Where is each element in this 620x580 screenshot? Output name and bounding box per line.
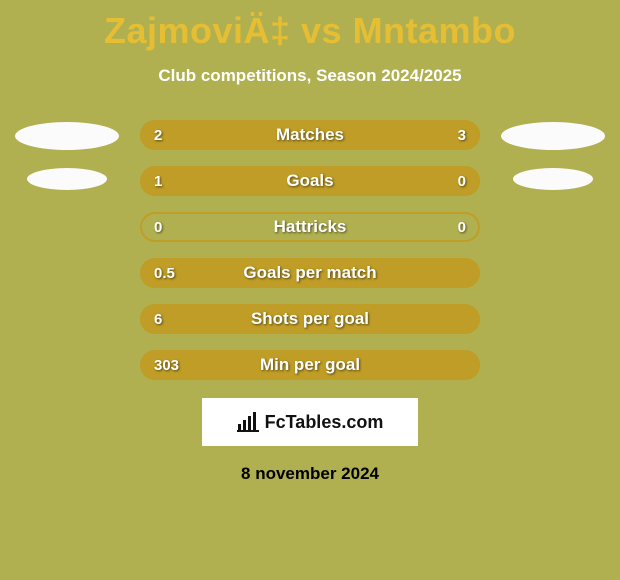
player-left-badge-1	[15, 122, 119, 150]
stat-row: Goals per match0.5	[140, 258, 480, 288]
bar-right-fill	[276, 120, 480, 150]
stat-row: Goals10	[140, 166, 480, 196]
right-side	[492, 120, 614, 190]
bar-left-fill	[140, 258, 480, 288]
title-vs: vs	[291, 10, 353, 51]
bar-border	[140, 212, 480, 242]
bar-left-fill	[140, 120, 276, 150]
player-right-badge-1	[501, 122, 605, 150]
title-right: Mntambo	[353, 10, 516, 51]
brand-text: FcTables.com	[265, 412, 384, 433]
title-left: ZajmoviÄ‡	[104, 10, 291, 51]
bar-right-fill	[405, 166, 480, 196]
bar-left-fill	[140, 350, 480, 380]
stats-bars: Matches23 Goals10 Hattricks0 0 Goals per mat…	[128, 120, 492, 380]
stat-row: Min per goal303	[140, 350, 480, 380]
bar-left-fill	[140, 304, 480, 334]
left-side	[6, 120, 128, 190]
stat-row: Hattricks0 0	[140, 212, 480, 242]
page-title: ZajmoviÄ‡ vs Mntambo	[104, 10, 516, 52]
chart-icon	[237, 412, 259, 432]
subtitle: Club competitions, Season 2024/2025	[158, 66, 461, 86]
stat-row: Shots per goal6	[140, 304, 480, 334]
bar-label: Hattricks	[140, 212, 480, 242]
player-right-badge-2	[513, 168, 593, 190]
main-row: Matches23 Goals10 Hattricks0 0 Goals per mat…	[0, 120, 620, 380]
stat-row: Matches23	[140, 120, 480, 150]
date-text: 8 november 2024	[241, 464, 379, 484]
player-left-badge-2	[27, 168, 107, 190]
bar-value-right: 0	[458, 212, 466, 242]
brand-box: FcTables.com	[202, 398, 418, 446]
content-root: ZajmoviÄ‡ vs Mntambo Club competitions, …	[0, 0, 620, 580]
bar-value-left: 0	[154, 212, 162, 242]
bar-left-fill	[140, 166, 405, 196]
